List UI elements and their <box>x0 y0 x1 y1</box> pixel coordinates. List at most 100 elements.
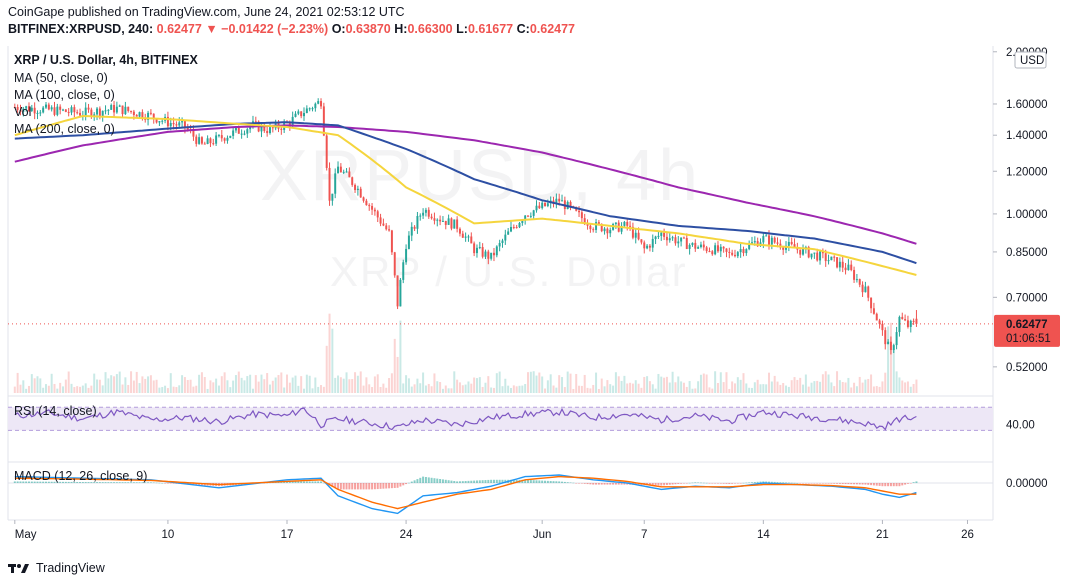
legend-rsi[interactable]: RSI (14, close) <box>14 404 97 418</box>
candle-body <box>246 129 249 134</box>
volume-bar <box>631 383 634 393</box>
candle-body <box>733 254 736 257</box>
volume-bar <box>385 387 388 393</box>
volume-bar <box>544 388 547 393</box>
volume-bar <box>858 376 861 393</box>
ohlc-open-label: O: <box>331 22 346 36</box>
volume-bar <box>456 379 459 393</box>
price-tick-label: 0.52000 <box>1006 362 1048 374</box>
macd-hist-bar <box>660 483 663 486</box>
volume-bar <box>376 374 379 393</box>
volume-bar <box>223 372 226 393</box>
candle-body <box>124 106 127 115</box>
candle-body <box>694 242 697 249</box>
macd-hist-bar <box>864 483 867 485</box>
candle-body <box>745 249 748 254</box>
volume-bar <box>152 380 155 393</box>
macd-hist-bar <box>373 483 376 490</box>
candle-body <box>314 103 317 109</box>
footer-brand[interactable]: TradingView <box>8 561 105 575</box>
candle-body <box>376 211 379 218</box>
legend-macd[interactable]: MACD (12, 26, close, 9) <box>14 469 148 483</box>
macd-hist-bar <box>470 480 473 483</box>
volume-bar <box>183 377 186 393</box>
volume-bar <box>572 388 575 393</box>
macd-hist-bar <box>867 483 870 485</box>
volume-bar <box>850 387 853 393</box>
macd-hist-bar <box>793 482 796 484</box>
candle-body <box>410 226 413 236</box>
macd-hist-bar <box>566 482 569 483</box>
macd-hist-bar <box>30 481 33 483</box>
macd-hist-bar <box>807 483 810 484</box>
macd-hist-bar <box>164 483 167 484</box>
candle-body <box>439 219 442 222</box>
macd-hist-bar <box>620 483 623 485</box>
macd-hist-bar <box>906 483 909 484</box>
macd-hist-bar <box>592 483 595 485</box>
candle-body <box>348 171 351 178</box>
candle-body <box>243 133 246 135</box>
candle-body <box>478 247 481 249</box>
volume-bar <box>586 387 589 393</box>
legend-vol[interactable]: Vol <box>14 105 32 119</box>
candle-body <box>132 111 135 116</box>
macd-hist-bar <box>36 481 39 483</box>
volume-bar <box>286 374 288 393</box>
volume-bar <box>232 380 235 393</box>
macd-hist-bar <box>337 483 340 490</box>
candle-body <box>872 308 875 314</box>
macd-hist-bar <box>334 483 337 489</box>
volume-bar <box>790 380 793 393</box>
legend-ma50[interactable]: MA (50, close, 0) <box>14 71 108 85</box>
macd-hist-bar <box>144 482 147 483</box>
macd-hist-bar <box>76 481 79 483</box>
candle-body <box>138 112 141 117</box>
candle-body <box>147 112 150 120</box>
candle-body <box>816 252 819 261</box>
volume-bar <box>626 383 629 393</box>
candle-body <box>195 136 198 144</box>
volume-bar <box>745 383 748 393</box>
volume-bar <box>124 377 127 393</box>
volume-bar <box>484 382 487 393</box>
legend-ma200[interactable]: MA (200, close, 0) <box>14 122 115 136</box>
candle-body <box>762 236 765 243</box>
candle-body <box>569 201 572 207</box>
candle-body <box>861 284 864 293</box>
macd-hist-bar <box>96 482 99 483</box>
candle-body <box>62 109 64 111</box>
candle-body <box>623 221 626 226</box>
volume-bar <box>654 388 657 393</box>
macd-hist-bar <box>671 483 674 485</box>
macd-hist-bar <box>745 482 748 484</box>
macd-hist-bar <box>580 483 583 484</box>
macd-hist-bar <box>626 483 629 485</box>
volume-bar <box>634 380 637 393</box>
macd-hist-bar <box>130 482 133 483</box>
volume-bar <box>56 388 59 393</box>
candle-body <box>583 218 586 225</box>
macd-tick-label: 0.00000 <box>1006 478 1048 490</box>
volume-bar <box>53 383 56 393</box>
volume-bar <box>495 373 498 393</box>
volume-bar <box>722 382 725 393</box>
volume-bar <box>702 373 705 393</box>
candle-body <box>203 143 206 145</box>
legend-ma100[interactable]: MA (100, close, 0) <box>14 88 115 102</box>
price-tick-label: 1.00000 <box>1006 209 1048 221</box>
macd-hist-bar <box>702 482 705 484</box>
time-tick-label: Jun <box>533 529 552 541</box>
candle-body <box>844 267 847 271</box>
volume-bar <box>339 377 342 393</box>
macd-hist-bar <box>342 483 345 490</box>
candle-body <box>234 127 237 131</box>
macd-hist-bar <box>115 482 118 483</box>
volume-bar <box>138 383 141 393</box>
volume-bar <box>396 356 399 393</box>
macd-hist-bar <box>524 479 527 483</box>
candle-body <box>456 219 459 229</box>
macd-hist-bar <box>586 483 589 485</box>
volume-bar <box>96 379 99 393</box>
